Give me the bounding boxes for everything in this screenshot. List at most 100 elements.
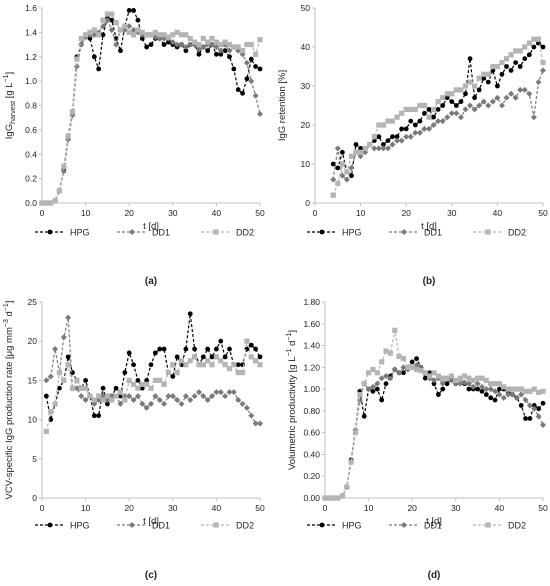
series-hpg — [330, 40, 546, 179]
data-point — [139, 400, 146, 407]
data-point — [152, 350, 158, 356]
legend-label: HPG — [70, 521, 90, 531]
data-point — [392, 327, 398, 333]
data-point — [365, 386, 372, 393]
data-point — [152, 29, 158, 35]
x-axis-label: t [d] — [143, 516, 159, 527]
data-point — [492, 397, 498, 403]
data-point — [467, 79, 473, 85]
data-point — [161, 32, 167, 38]
y-axis-label: IgGharvest [g L−1] — [3, 72, 17, 139]
y-tick-label: 0.20 — [303, 471, 320, 481]
y-tick-label: 0.4 — [25, 149, 37, 159]
data-point — [109, 17, 115, 23]
x-axis-label: t [d] — [143, 221, 159, 232]
y-tick-label: 40 — [301, 42, 311, 52]
data-point — [494, 94, 501, 101]
data-point — [183, 32, 189, 38]
data-point — [257, 111, 263, 118]
data-point — [479, 375, 485, 381]
data-point — [56, 369, 63, 376]
data-point — [536, 406, 542, 412]
data-point — [143, 404, 150, 411]
y-axis-label-part: Volumetric productivity [g L — [287, 357, 298, 471]
data-point — [467, 102, 474, 109]
data-point — [371, 134, 377, 140]
data-point — [403, 106, 409, 112]
data-point — [148, 400, 154, 407]
y-axis-label: Volumetric productivity [g L−1 d−1] — [286, 330, 298, 470]
x-tick-label: 30 — [447, 208, 457, 218]
legend-marker — [319, 522, 325, 528]
data-point — [449, 91, 455, 97]
data-point — [540, 60, 546, 66]
data-point — [213, 39, 219, 45]
data-point — [222, 393, 229, 400]
data-point — [126, 377, 132, 383]
data-point — [96, 393, 102, 399]
data-point — [522, 44, 528, 50]
series-dd1 — [330, 67, 546, 183]
data-point — [383, 348, 389, 354]
data-point — [195, 389, 202, 396]
data-point — [488, 395, 494, 401]
data-point — [244, 338, 250, 344]
data-point — [413, 362, 420, 369]
data-point — [527, 416, 533, 421]
legend-marker — [47, 229, 53, 235]
data-point — [483, 392, 489, 397]
data-point — [73, 385, 80, 392]
legend-label: DD2 — [508, 521, 526, 531]
data-point — [126, 8, 132, 13]
x-tick-label: 0 — [40, 503, 45, 513]
data-point — [375, 145, 382, 152]
data-point — [135, 17, 141, 23]
data-point — [257, 37, 263, 43]
data-point — [394, 137, 401, 144]
y-axis-label-part: d — [4, 311, 15, 319]
data-point — [139, 385, 145, 391]
legend-label: DD1 — [424, 228, 442, 238]
data-point — [517, 86, 524, 93]
y-tick-label: 20 — [301, 120, 311, 130]
data-point — [240, 90, 245, 96]
data-point — [100, 17, 106, 23]
data-point — [330, 176, 337, 183]
data-point — [91, 397, 97, 403]
data-point — [335, 495, 341, 501]
y-tick-label: 0 — [305, 198, 310, 208]
data-point — [213, 44, 220, 50]
data-point — [426, 107, 432, 112]
data-point — [156, 397, 163, 403]
data-point — [200, 35, 206, 42]
data-point — [122, 23, 128, 29]
data-point — [389, 118, 396, 124]
data-point — [196, 41, 202, 48]
data-point — [362, 145, 368, 151]
data-point — [540, 422, 546, 429]
data-point — [187, 358, 193, 364]
data-point — [417, 118, 423, 124]
data-point — [335, 180, 341, 187]
chart-panel-3: 0 10 20 30 40 50 0 5 10 15 20 25 t [d] VCV-specific I… — [3, 297, 265, 581]
data-point — [380, 145, 387, 152]
data-point — [78, 393, 85, 400]
data-point — [385, 138, 391, 144]
data-point — [253, 358, 259, 364]
data-point — [195, 46, 202, 53]
data-point — [531, 36, 537, 42]
data-point — [139, 29, 145, 35]
x-tick-label: 20 — [401, 208, 411, 218]
data-point — [458, 99, 464, 104]
data-point — [126, 29, 132, 35]
data-point — [480, 98, 487, 105]
series-line — [332, 70, 544, 181]
x-tick-label: 20 — [407, 503, 417, 513]
y-tick-label: 0.80 — [303, 406, 320, 416]
data-point — [231, 44, 237, 50]
data-point — [374, 380, 381, 387]
data-point — [209, 362, 215, 368]
data-point — [531, 403, 537, 408]
legend-label: HPG — [342, 228, 362, 238]
